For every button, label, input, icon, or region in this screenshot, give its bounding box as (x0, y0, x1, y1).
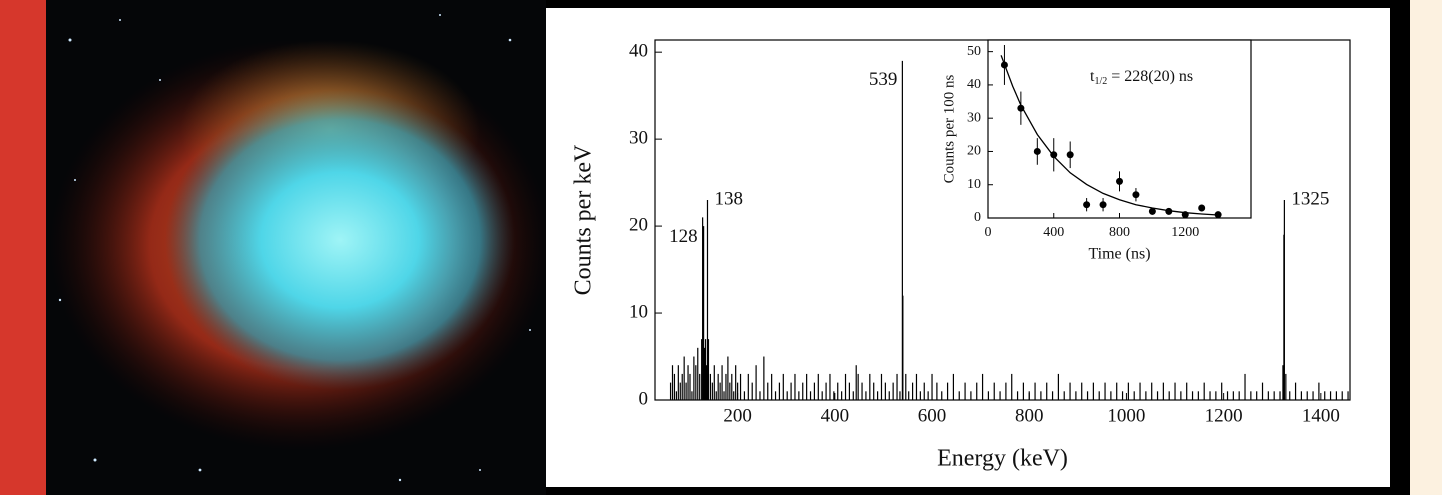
page: {"chart_data": [ {"type": "stick", "xlab… (0, 0, 1442, 495)
y-tick-label: 30 (967, 110, 981, 125)
data-point (1001, 61, 1008, 68)
x-tick-label: 400 (1043, 225, 1064, 240)
y-tick-label: 20 (629, 214, 648, 235)
x-tick-label: 1200 (1171, 225, 1199, 240)
peak-label: 539 (869, 69, 898, 90)
right-strip (1410, 0, 1442, 495)
y-tick-label: 50 (967, 44, 981, 59)
data-point (1165, 208, 1172, 215)
peak-label: 1325 (1291, 188, 1329, 209)
peak-label: 138 (714, 188, 743, 209)
x-axis-title: Energy (keV) (937, 446, 1068, 472)
y-tick-label: 10 (629, 301, 648, 322)
y-tick-label: 40 (629, 41, 648, 62)
y-tick-label: 20 (967, 144, 981, 159)
x-axis-title: Time (ns) (1088, 246, 1150, 263)
data-point (1198, 205, 1205, 212)
y-tick-label: 10 (967, 177, 981, 192)
nebula-image (46, 0, 550, 495)
y-axis-title: Counts per keV (571, 144, 597, 295)
x-tick-label: 1200 (1205, 405, 1243, 426)
x-tick-label: 200 (723, 405, 752, 426)
x-tick-label: 400 (821, 405, 850, 426)
left-strip (0, 0, 46, 495)
data-point (1132, 191, 1139, 198)
nebula-core (165, 90, 515, 390)
x-tick-label: 600 (918, 405, 947, 426)
data-point (1017, 105, 1024, 112)
data-point (1067, 151, 1074, 158)
y-tick-label: 0 (639, 388, 649, 409)
y-tick-label: 30 (629, 127, 648, 148)
annotation-part: = 228(20) ns (1107, 68, 1193, 85)
data-point (1083, 201, 1090, 208)
x-tick-label: 800 (1015, 405, 1044, 426)
data-point (1149, 208, 1156, 215)
peak-label: 128 (669, 226, 698, 247)
data-point (1100, 201, 1107, 208)
screenshot: 200400600800100012001400010203040Energy … (0, 0, 1442, 495)
x-tick-label: 1000 (1107, 405, 1145, 426)
data-point (1215, 211, 1222, 218)
x-tick-label: 1400 (1302, 405, 1340, 426)
y-tick-label: 0 (974, 210, 981, 225)
x-tick-label: 800 (1109, 225, 1130, 240)
data-point (1050, 151, 1057, 158)
y-tick-label: 40 (967, 77, 981, 92)
x-tick-label: 0 (985, 225, 992, 240)
y-axis-title: Counts per 100 ns (941, 74, 957, 183)
data-point (1034, 148, 1041, 155)
data-point (1116, 178, 1123, 185)
data-point (1182, 211, 1189, 218)
annotation-part: 1/2 (1094, 76, 1107, 87)
